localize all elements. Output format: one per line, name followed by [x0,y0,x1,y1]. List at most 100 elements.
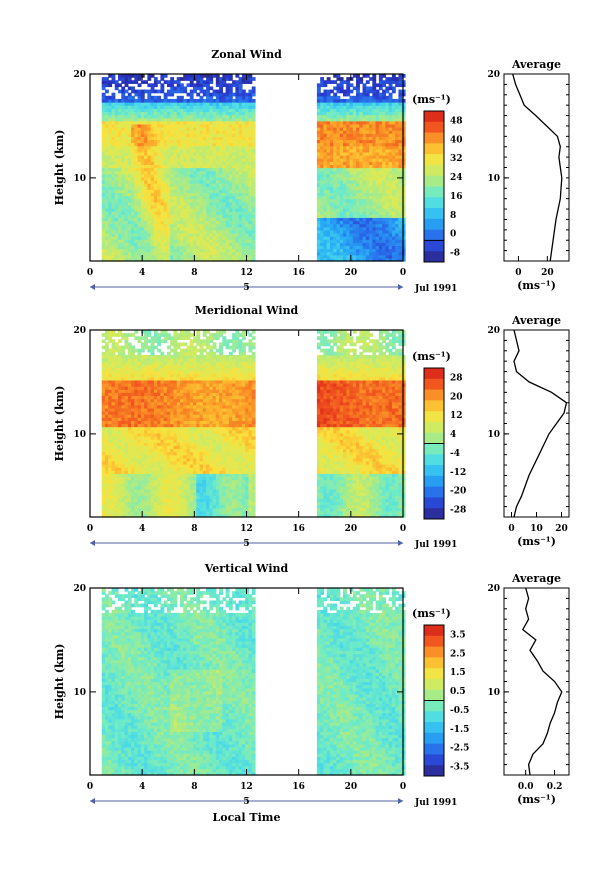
colorbar-swatch [424,411,444,423]
profile-frame [503,329,570,518]
colorbar-units: (ms⁻¹) [412,607,451,620]
colorbar-swatch [424,668,444,680]
y-tick-label: 10 [73,174,86,184]
x-tick-label: 12 [240,524,253,534]
colorbar-swatch [424,132,444,144]
colorbar-tick-label: -8 [450,249,460,259]
colorbar-swatch [424,421,444,434]
colorbar-tick-label: 2.5 [450,649,466,659]
colorbar-tick-label: 32 [450,154,463,164]
x-axis-label: Local Time [213,811,281,824]
colorbar-tick-label: 4 [450,430,456,440]
panel-title: Meridional Wind [195,304,299,317]
colorbar-tick-label: 16 [450,192,463,202]
x-tick-label: 0 [87,782,93,792]
profile-title: Average [511,572,561,585]
colorbar-tick-label: 40 [450,135,463,145]
heatmap-cells [101,588,406,776]
x-tick-label: 16 [292,268,305,278]
colorbar-swatch [424,443,444,455]
colorbar-swatch [424,218,444,231]
profile-title: Average [511,58,561,71]
profile-x-tick-label: 0 [515,268,521,278]
day-arrow-right [398,284,403,290]
colorbar-swatch [424,754,444,766]
day-label: 5 [243,797,249,807]
colorbar-swatch [424,486,444,498]
profile-y-tick-label: 10 [487,688,500,698]
date-label: Jul 1991 [414,540,457,550]
colorbar: (ms⁻¹) 3.5 2.5 1.5 0.5 -0.5 -1.5 -2.5 -3.5 [412,607,469,777]
x-tick-label: 12 [240,782,253,792]
colorbar-swatch [424,197,444,209]
x-tick-label: 20 [345,782,358,792]
colorbar-tick-label: 0 [450,230,456,240]
y-tick-label: 20 [73,70,86,80]
colorbar-tick-label: -0.5 [450,706,469,716]
profile-x-tick-label: 0 [508,524,514,534]
colorbar-tick-label: -20 [450,487,466,497]
x-tick-label: 0 [400,268,406,278]
day-arrow-right [398,798,403,804]
day-label: 5 [243,539,249,549]
colorbar-swatch [424,625,444,637]
y-tick-label: 20 [73,326,86,336]
colorbar-tick-label: -12 [450,468,466,478]
heatmap-cells [101,74,406,262]
colorbar-units: (ms⁻¹) [412,350,451,363]
heatmap-cells [101,330,406,518]
profile-x-label: (ms⁻¹) [517,279,556,292]
colorbar-swatch [424,378,444,391]
colorbar-tick-label: -4 [450,449,460,459]
colorbar-swatch [424,432,444,444]
colorbar-swatch [424,240,444,252]
colorbar-tick-label: 48 [450,116,463,126]
profile-x-tick-label: 20 [555,524,568,534]
profile-x-label: (ms⁻¹) [517,793,556,806]
colorbar-tick-label: -3.5 [450,763,469,773]
colorbar-tick-label: 28 [450,373,463,383]
colorbar-swatch [424,208,444,220]
colorbar-swatch [424,678,444,691]
profile-line [512,73,563,262]
colorbar-swatch [424,143,444,155]
profile-x-tick-label: 0.0 [518,782,534,792]
colorbar-tick-label: 12 [450,411,463,421]
profile-x-tick-label: 0.2 [547,782,563,792]
colorbar-swatch [424,743,444,755]
colorbar-swatch [424,186,444,198]
colorbar-units: (ms⁻¹) [412,93,451,106]
y-axis-label: Height (km) [53,130,66,206]
colorbar-swatch [424,497,444,509]
colorbar-swatch [424,475,444,488]
colorbar-swatch [424,722,444,734]
day-arrow-left [90,540,95,546]
colorbar-swatch [424,454,444,466]
colorbar-swatch [424,121,444,134]
colorbar-swatch [424,465,444,477]
y-tick-label: 10 [73,430,86,440]
y-axis-label: Height (km) [53,386,66,462]
profile-x-tick-label: 20 [541,268,554,278]
colorbar-frame [423,110,445,263]
day-arrow-left [90,798,95,804]
colorbar-tick-label: 24 [450,173,463,183]
x-tick-label: 0 [87,524,93,534]
colorbar-swatch [424,400,444,412]
average-profile: Average 10 20 0.0 0.2(ms⁻¹) [487,572,570,806]
colorbar-swatch [424,229,444,241]
date-label: Jul 1991 [414,798,457,808]
profile-frame [503,73,570,262]
y-tick-label: 20 [73,584,86,594]
colorbar-tick-label: -2.5 [450,744,469,754]
colorbar: (ms⁻¹) 48 40 32 24 16 8 0 -8 [412,93,463,263]
colorbar-swatch [424,689,444,701]
x-tick-label: 8 [191,268,197,278]
colorbar-tick-label: 1.5 [450,668,466,678]
x-tick-label: 20 [345,524,358,534]
panel-2: Meridional Wind 10 20 Height (km) 0 4 8 12 16 20 0… [53,304,570,550]
profile-frame [503,587,570,776]
